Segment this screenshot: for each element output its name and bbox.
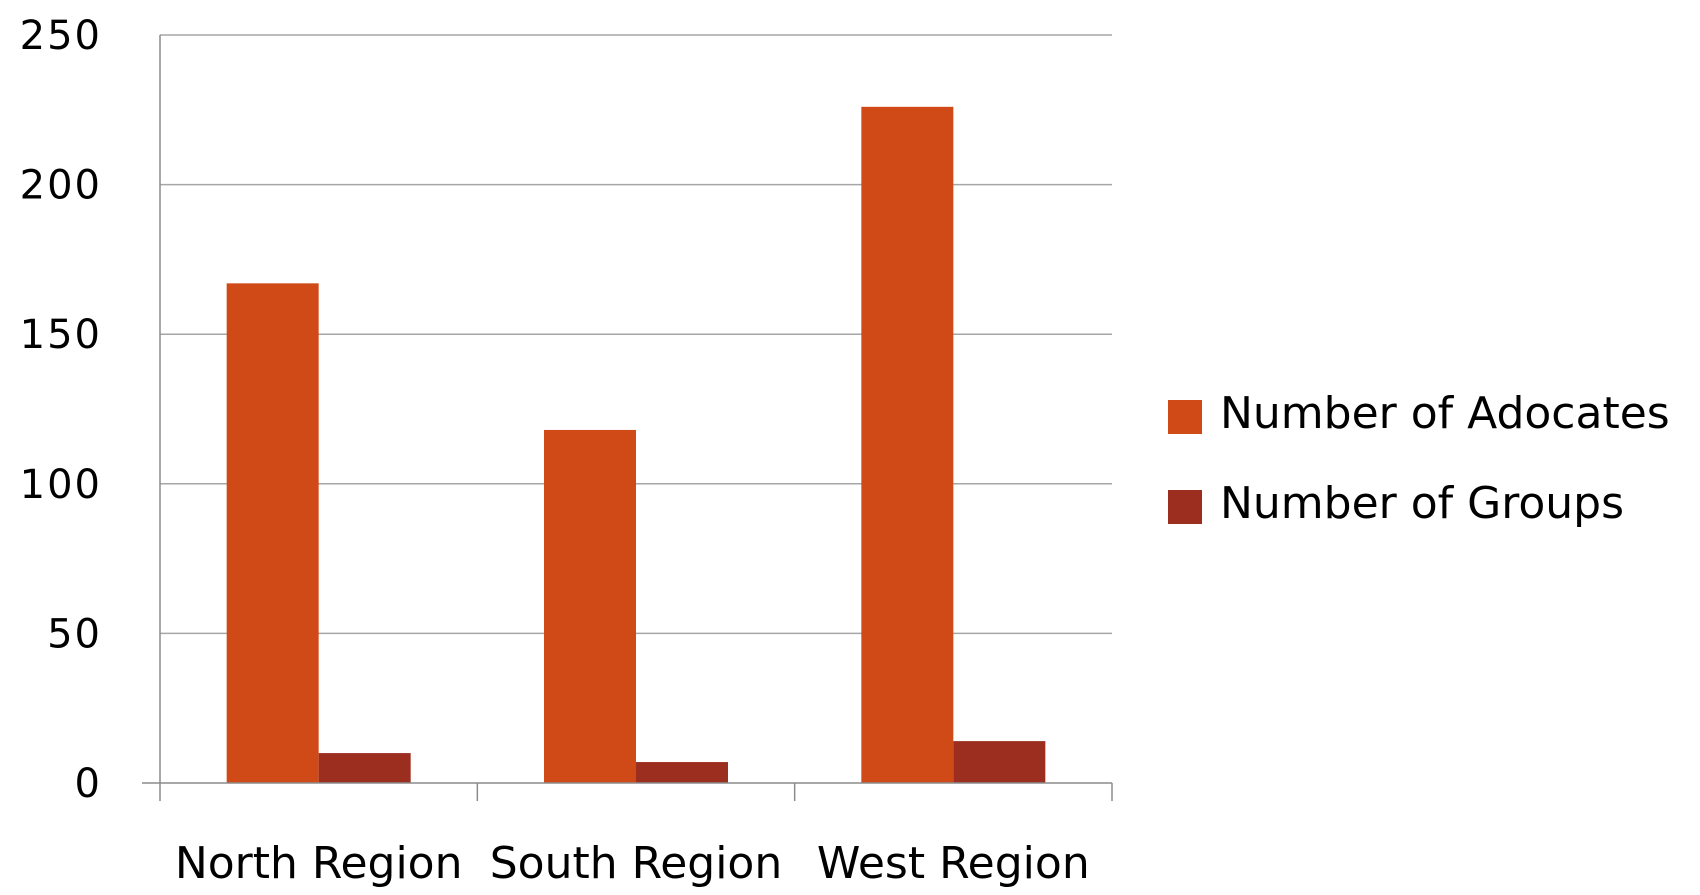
legend-swatch	[1168, 400, 1202, 434]
bar-groups	[953, 741, 1046, 783]
legend-label: Number of Adocates	[1220, 388, 1670, 439]
bar-advocates	[544, 429, 636, 783]
y-tick-label: 0	[75, 761, 102, 807]
y-tick-label: 150	[20, 312, 102, 358]
x-category-label: West Region	[817, 838, 1090, 889]
legend: Number of Adocates Number of Groups	[1168, 388, 1670, 529]
bar-advocates	[226, 283, 319, 783]
x-category-label: South Region	[490, 838, 783, 889]
y-tick-label: 250	[20, 13, 102, 59]
bars	[226, 106, 1046, 784]
bar-groups	[318, 753, 411, 783]
legend-label: Number of Groups	[1220, 478, 1624, 529]
bar-groups	[636, 762, 728, 783]
y-tick-label: 100	[20, 462, 102, 508]
legend-swatch	[1168, 490, 1202, 524]
axes	[142, 35, 1113, 801]
y-tick-label: 200	[20, 163, 102, 209]
bar-advocates	[861, 106, 954, 784]
x-category-label: North Region	[175, 838, 463, 889]
y-tick-label: 50	[47, 611, 102, 657]
y-axis-tick-labels: 0 50 100 150 200 250	[20, 13, 102, 807]
x-axis-category-labels: North Region South Region West Region	[175, 838, 1090, 889]
